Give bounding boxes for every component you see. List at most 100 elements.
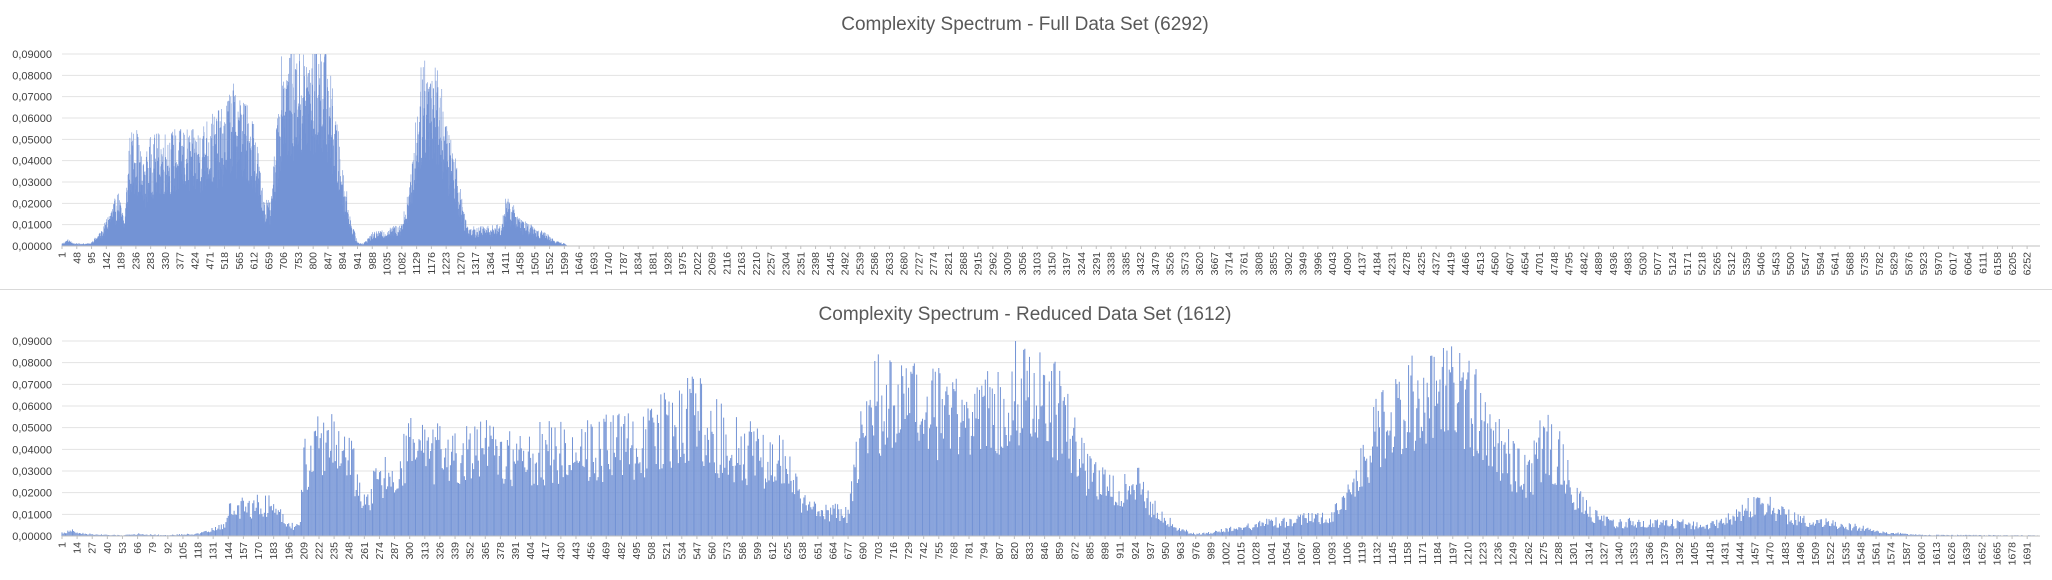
x-tick-label: 2445	[825, 252, 837, 276]
x-tick-label: 131	[208, 542, 220, 560]
x-tick-label: 989	[1205, 542, 1217, 560]
x-tick-label: 1119	[1357, 542, 1369, 564]
y-tick-label: 0,08000	[12, 70, 52, 82]
x-tick-label: 4466	[1460, 252, 1472, 276]
x-tick-label: 1184	[1432, 542, 1444, 565]
x-tick-label: 846	[1039, 542, 1051, 560]
x-tick-label: 599	[752, 542, 764, 560]
x-tick-label: 1145	[1387, 542, 1399, 565]
x-tick-label: 1236	[1493, 542, 1505, 566]
x-tick-label: 4795	[1564, 252, 1576, 276]
x-tick-label: 283	[145, 252, 157, 270]
x-tick-label: 833	[1024, 542, 1036, 560]
x-tick-label: 1646	[574, 252, 586, 276]
x-tick-label: 1002	[1221, 542, 1233, 566]
x-tick-label: 6064	[1963, 252, 1975, 276]
x-tick-label: 3996	[1312, 252, 1324, 276]
x-tick-label: 1405	[1689, 542, 1701, 566]
x-tick-label: 378	[495, 542, 507, 560]
x-tick-label: 5923	[1918, 252, 1930, 276]
x-tick-label: 5453	[1770, 252, 1782, 276]
x-tick-label: 339	[450, 542, 462, 560]
x-tick-label: 659	[263, 252, 275, 270]
x-tick-label: 3432	[1135, 252, 1147, 276]
x-tick-label: 79	[147, 542, 159, 554]
x-tick-label: 963	[1175, 542, 1187, 560]
x-tick-label: 1470	[1765, 542, 1777, 566]
x-tick-label: 2680	[899, 252, 911, 276]
x-tick-label: 326	[434, 542, 446, 560]
y-tick-label: 0,02000	[12, 488, 52, 500]
x-tick-label: 3808	[1253, 252, 1265, 276]
x-tick-label: 5970	[1933, 252, 1945, 276]
x-tick-label: 5077	[1652, 252, 1664, 276]
x-tick-label: 4043	[1327, 252, 1339, 276]
x-tick-label: 1561	[1871, 542, 1883, 566]
x-tick-label: 800	[308, 252, 320, 270]
x-tick-label: 1210	[1462, 542, 1474, 566]
x-tick-label: 236	[130, 252, 142, 270]
x-tick-label: 894	[337, 252, 349, 270]
x-tick-label: 706	[278, 252, 290, 270]
x-tick-label: 586	[737, 542, 749, 560]
x-tick-label: 1035	[382, 252, 394, 276]
x-tick-label: 443	[570, 542, 582, 560]
x-tick-label: 471	[204, 252, 216, 270]
x-tick-label: 1158	[1402, 542, 1414, 565]
x-tick-label: 248	[344, 542, 356, 560]
x-tick-label: 4748	[1549, 252, 1561, 276]
x-tick-label: 2727	[913, 252, 925, 276]
x-tick-label: 4184	[1371, 252, 1383, 276]
x-tick-label: 565	[234, 252, 246, 270]
x-tick-label: 1574	[1886, 542, 1898, 566]
x-tick-label: 5782	[1874, 252, 1886, 276]
x-tick-label: 1275	[1538, 542, 1550, 566]
y-tick-label: 0,01000	[12, 509, 52, 521]
x-tick-label: 3479	[1150, 252, 1162, 276]
x-tick-label: 3526	[1165, 252, 1177, 276]
y-tick-label: 0,01000	[12, 220, 52, 232]
x-tick-label: 2351	[795, 252, 807, 276]
x-tick-label: 1082	[396, 252, 408, 276]
x-tick-label: 6111	[1977, 252, 1989, 274]
x-tick-label: 3009	[1002, 252, 1014, 276]
chart-area: 0,00000 0,01000 0,02000 0,03000 0,04000 0,050…	[12, 49, 2040, 275]
x-tick-label: 5265	[1711, 252, 1723, 276]
x-tick-label: 27	[87, 542, 99, 554]
x-tick-label: 313	[419, 542, 431, 560]
x-tick-label: 638	[797, 542, 809, 560]
x-tick-label: 3197	[1061, 252, 1073, 276]
x-tick-label: 196	[283, 542, 295, 560]
x-tick-label: 5688	[1844, 252, 1856, 276]
x-tick-label: 3855	[1268, 252, 1280, 276]
x-tick-label: 5876	[1903, 252, 1915, 276]
x-tick-label: 1431	[1719, 542, 1731, 566]
x-tick-label: 716	[888, 542, 900, 560]
x-tick-label: 1028	[1251, 542, 1263, 566]
chart-reduced-data-set: Complexity Spectrum - Reduced Data Set (…	[0, 289, 2052, 580]
x-tick-label: 1693	[588, 252, 600, 276]
x-tick-label: 988	[367, 252, 379, 270]
x-tick-label: 794	[979, 542, 991, 560]
x-tick-label: 1522	[1825, 542, 1837, 566]
x-tick-label: 4090	[1342, 252, 1354, 276]
x-tick-label: 3150	[1046, 252, 1058, 276]
x-tick-label: 2539	[854, 252, 866, 276]
x-tick-label: 3103	[1032, 252, 1044, 276]
x-tick-label: 4372	[1431, 252, 1443, 276]
x-tick-label: 1340	[1614, 542, 1626, 566]
x-tick-label: 1132	[1372, 542, 1384, 565]
x-tick-label: 2304	[780, 252, 792, 276]
x-tick-label: 651	[812, 542, 824, 560]
x-tick-label: 1975	[677, 252, 689, 276]
x-tick-label: 941	[352, 252, 364, 270]
x-tick-label: 820	[1009, 542, 1021, 560]
chart-full-svg: Complexity Spectrum - Full Data Set (629…	[12, 14, 2040, 275]
x-tick-label: 521	[661, 542, 673, 560]
x-tick-label: 547	[691, 542, 703, 560]
chart-area: 0,00000 0,01000 0,02000 0,03000 0,04000 0,050…	[12, 336, 2040, 565]
x-tick-label: 430	[555, 542, 567, 560]
x-tick-label: 534	[676, 542, 688, 560]
x-tick-label: 2586	[869, 252, 881, 276]
x-tick-label: 4983	[1623, 252, 1635, 276]
